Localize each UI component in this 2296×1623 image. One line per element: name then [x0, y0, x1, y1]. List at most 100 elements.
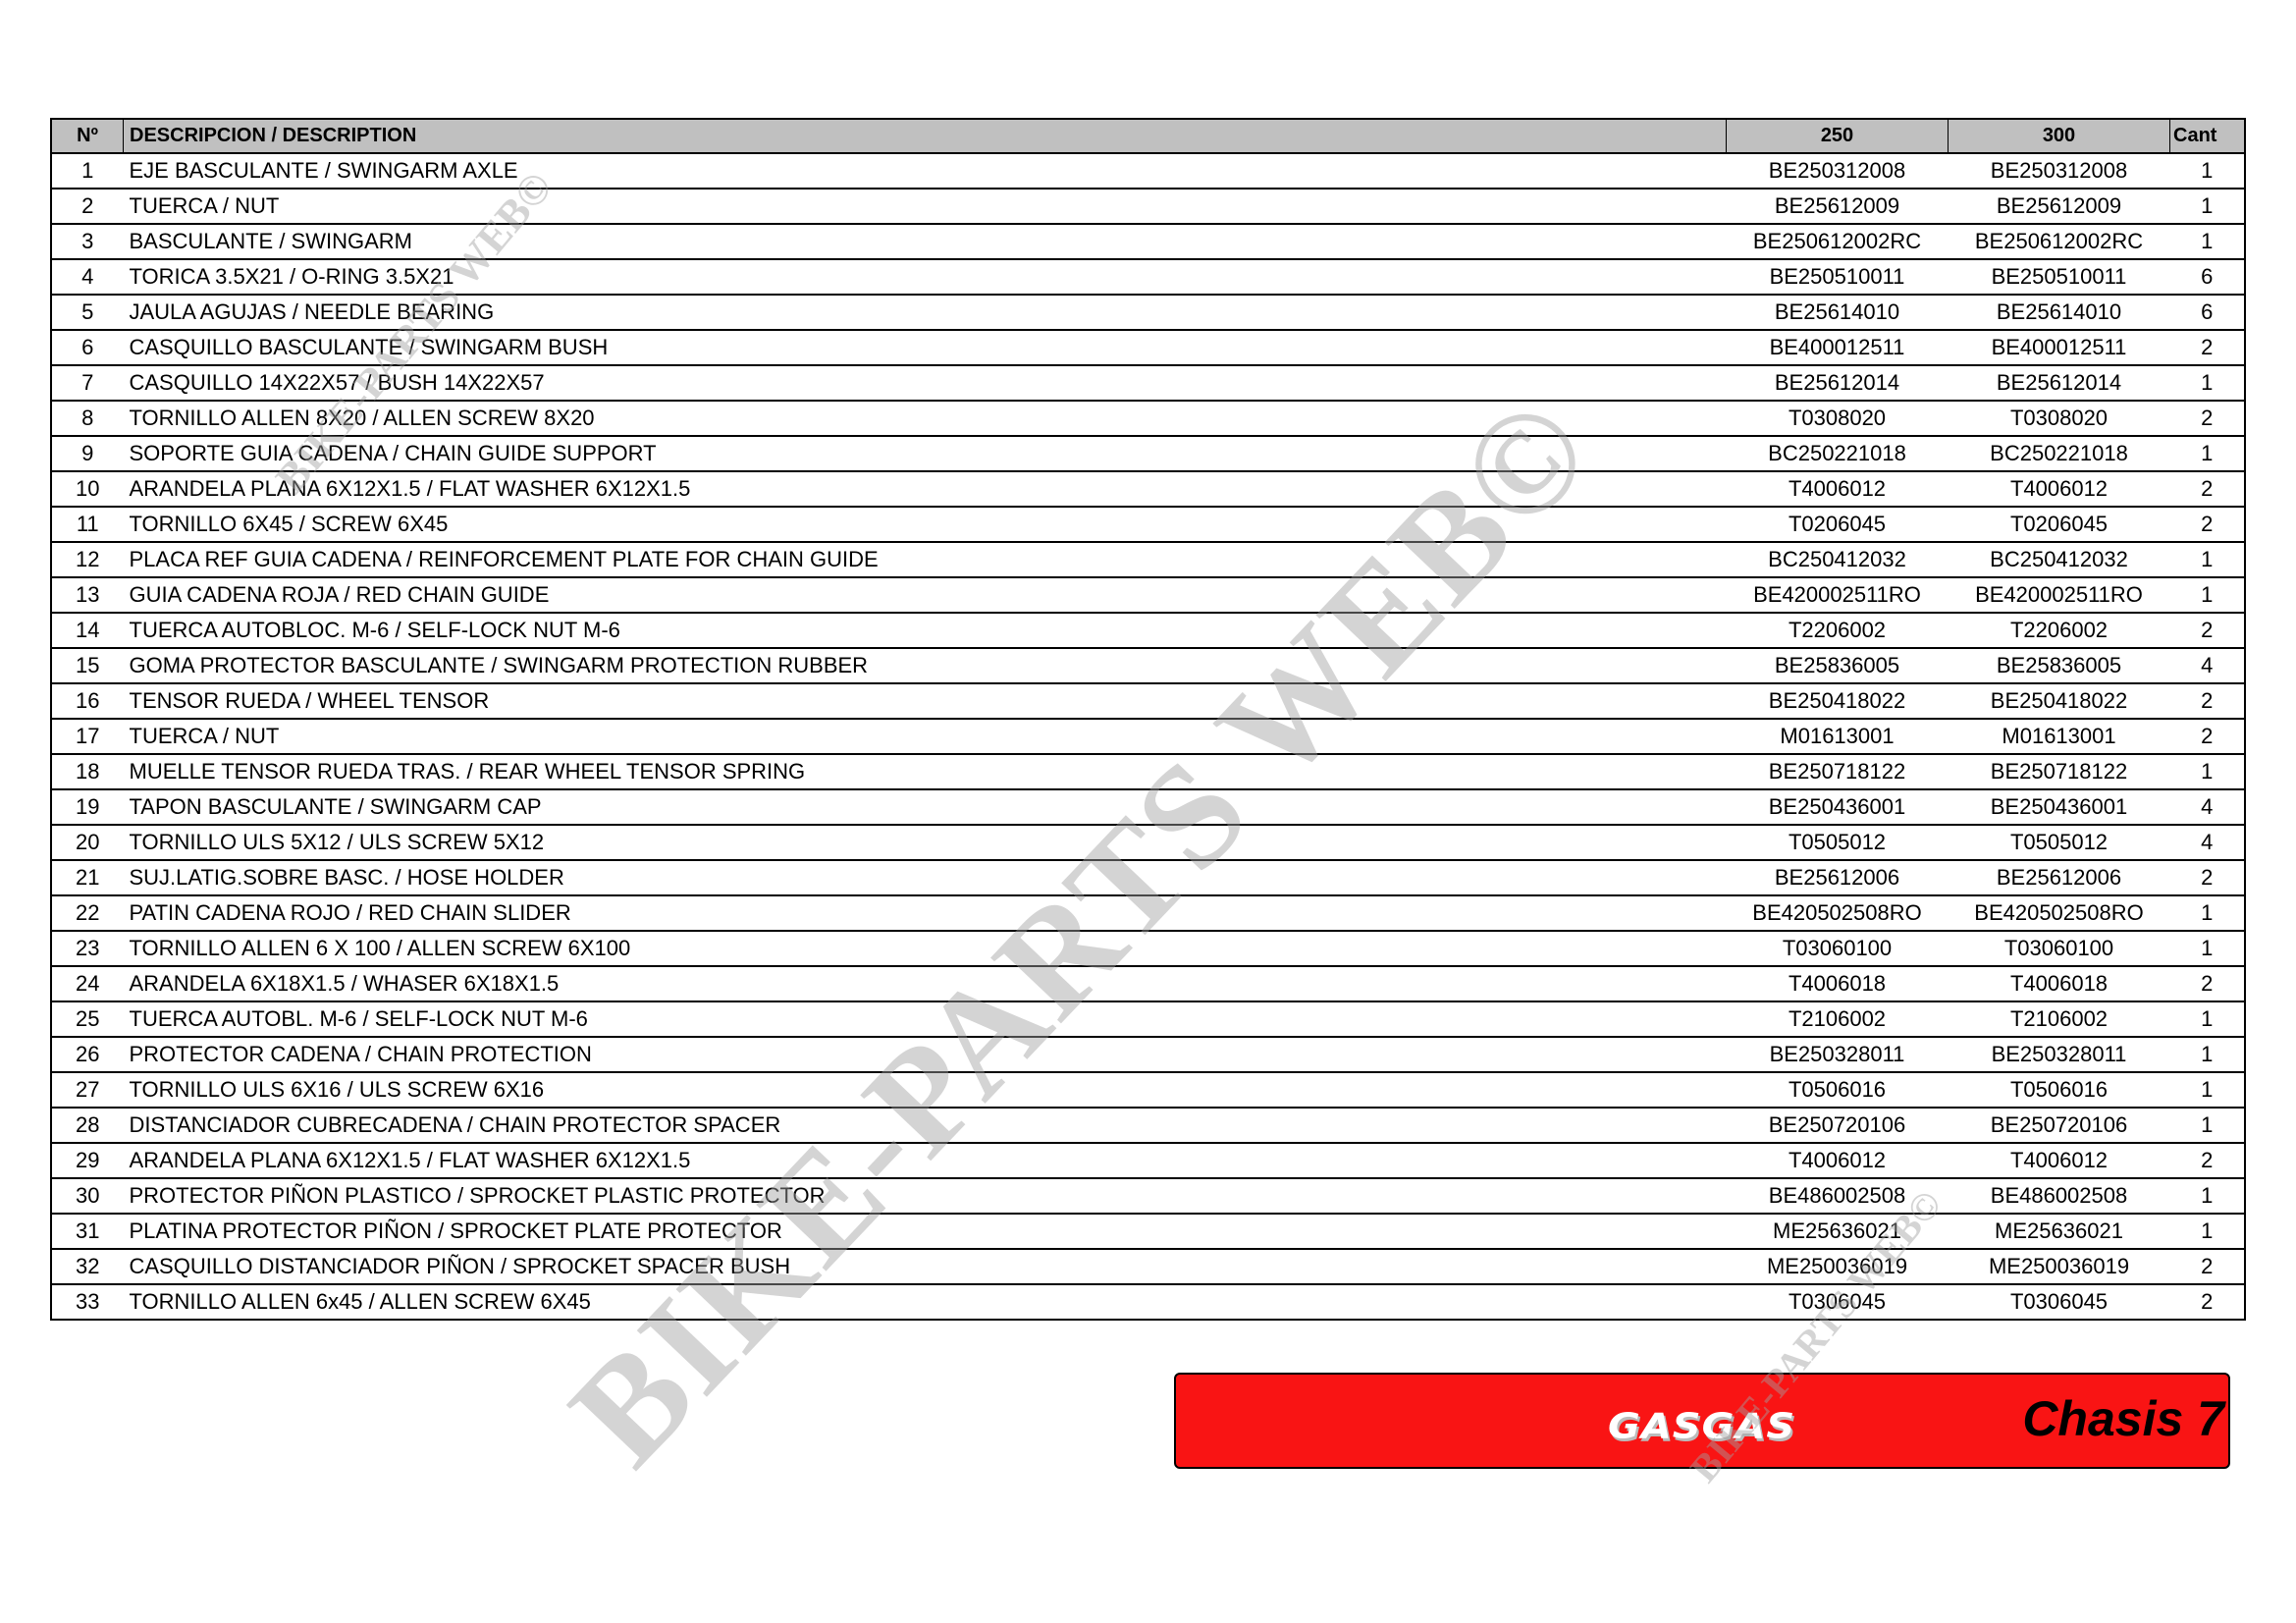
table-row: 7 CASQUILLO 14X22X57 / BUSH 14X22X57 BE256…: [51, 365, 2245, 402]
part-code-250: ME250036019: [1726, 1249, 1949, 1285]
table-row: 12 PLACA REF GUIA CADENA / REINFORCEMENT …: [51, 542, 2245, 578]
part-number-index: 32: [51, 1249, 124, 1285]
part-code-250: BE250418022: [1726, 683, 1949, 720]
part-description: PROTECTOR CADENA / CHAIN PROTECTION: [123, 1037, 1727, 1073]
part-code-250: BE250720106: [1726, 1108, 1949, 1144]
part-description: EJE BASCULANTE / SWINGARM AXLE: [123, 153, 1727, 189]
part-code-250: T2106002: [1726, 1001, 1949, 1038]
part-quantity: 1: [2169, 542, 2245, 578]
part-code-250: BE250312008: [1726, 153, 1949, 189]
table-row: 22 PATIN CADENA ROJO / RED CHAIN SLIDER BE…: [51, 895, 2245, 932]
part-number-index: 4: [51, 259, 124, 296]
part-description: TORNILLO ULS 5X12 / ULS SCREW 5X12: [123, 825, 1727, 861]
part-description: CASQUILLO 14X22X57 / BUSH 14X22X57: [123, 365, 1727, 402]
part-number-index: 9: [51, 436, 124, 472]
part-code-300: T4006012: [1948, 1143, 2170, 1179]
part-quantity: 2: [2169, 330, 2245, 366]
part-code-300: BE250312008: [1948, 153, 2170, 189]
part-quantity: 2: [2169, 683, 2245, 720]
table-row: 28 DISTANCIADOR CUBRECADENA / CHAIN PROTE…: [51, 1108, 2245, 1144]
part-quantity: 2: [2169, 966, 2245, 1002]
part-code-300: BE25612009: [1948, 189, 2170, 225]
part-code-250: T2206002: [1726, 613, 1949, 649]
part-code-250: ME25636021: [1726, 1214, 1949, 1250]
table-row: 21 SUJ.LATIG.SOBRE BASC. / HOSE HOLDER BE2…: [51, 860, 2245, 896]
part-code-250: T0306045: [1726, 1284, 1949, 1321]
part-code-250: T03060100: [1726, 931, 1949, 967]
part-number-index: 27: [51, 1072, 124, 1109]
part-code-250: BE250510011: [1726, 259, 1949, 296]
part-number-index: 23: [51, 931, 124, 967]
part-description: TORICA 3.5X21 / O-RING 3.5X21: [123, 259, 1727, 296]
table-row: 31 PLATINA PROTECTOR PIÑON / SPROCKET PLA…: [51, 1214, 2245, 1250]
part-code-300: ME25636021: [1948, 1214, 2170, 1250]
part-quantity: 2: [2169, 1249, 2245, 1285]
table-row: 20 TORNILLO ULS 5X12 / ULS SCREW 5X12 T050…: [51, 825, 2245, 861]
table-row: 3 BASCULANTE / SWINGARM BE250612002RC BE250…: [51, 224, 2245, 260]
part-description: MUELLE TENSOR RUEDA TRAS. / REAR WHEEL T…: [123, 754, 1727, 790]
part-code-250: M01613001: [1726, 719, 1949, 755]
header-300: 300: [1948, 119, 2170, 154]
part-code-300: T0308020: [1948, 401, 2170, 437]
part-code-300: BE25612014: [1948, 365, 2170, 402]
part-description: GOMA PROTECTOR BASCULANTE / SWINGARM PRO…: [123, 648, 1727, 684]
part-number-index: 25: [51, 1001, 124, 1038]
part-quantity: 1: [2169, 153, 2245, 189]
table-row: 16 TENSOR RUEDA / WHEEL TENSOR BE250418022…: [51, 683, 2245, 720]
part-description: PLACA REF GUIA CADENA / REINFORCEMENT PL…: [123, 542, 1727, 578]
header-quantity: Cant: [2169, 119, 2245, 154]
part-description: TUERCA AUTOBL. M-6 / SELF-LOCK NUT M-6: [123, 1001, 1727, 1038]
part-quantity: 1: [2169, 436, 2245, 472]
part-code-250: BE25836005: [1726, 648, 1949, 684]
part-code-300: T4006018: [1948, 966, 2170, 1002]
part-quantity: 4: [2169, 825, 2245, 861]
part-quantity: 2: [2169, 1143, 2245, 1179]
table-row: 19 TAPON BASCULANTE / SWINGARM CAP BE25043…: [51, 789, 2245, 826]
part-code-250: BE250612002RC: [1726, 224, 1949, 260]
parts-table: Nº DESCRIPCION / DESCRIPTION 250 300 Can…: [50, 118, 2246, 1321]
part-code-250: BE420002511RO: [1726, 577, 1949, 614]
part-description: TORNILLO ULS 6X16 / ULS SCREW 6X16: [123, 1072, 1727, 1109]
part-quantity: 1: [2169, 224, 2245, 260]
part-description: BASCULANTE / SWINGARM: [123, 224, 1727, 260]
part-description: GUIA CADENA ROJA / RED CHAIN GUIDE: [123, 577, 1727, 614]
part-description: CASQUILLO DISTANCIADOR PIÑON / SPROCKET …: [123, 1249, 1727, 1285]
part-code-300: T0505012: [1948, 825, 2170, 861]
table-row: 25 TUERCA AUTOBL. M-6 / SELF-LOCK NUT M-6…: [51, 1001, 2245, 1038]
part-quantity: 1: [2169, 931, 2245, 967]
part-quantity: 2: [2169, 613, 2245, 649]
part-quantity: 1: [2169, 1037, 2245, 1073]
part-code-250: BE25612009: [1726, 189, 1949, 225]
part-code-300: T4006012: [1948, 471, 2170, 508]
part-code-300: BE250718122: [1948, 754, 2170, 790]
part-description: PATIN CADENA ROJO / RED CHAIN SLIDER: [123, 895, 1727, 932]
table-row: 27 TORNILLO ULS 6X16 / ULS SCREW 6X16 T050…: [51, 1072, 2245, 1109]
part-number-index: 8: [51, 401, 124, 437]
part-description: JAULA AGUJAS / NEEDLE BEARING: [123, 295, 1727, 331]
part-number-index: 7: [51, 365, 124, 402]
part-number-index: 21: [51, 860, 124, 896]
part-code-300: ME250036019: [1948, 1249, 2170, 1285]
table-row: 17 TUERCA / NUT M01613001 M01613001 2: [51, 719, 2245, 755]
part-code-300: BC250221018: [1948, 436, 2170, 472]
part-code-250: BE400012511: [1726, 330, 1949, 366]
part-number-index: 18: [51, 754, 124, 790]
part-code-300: T2206002: [1948, 613, 2170, 649]
part-number-index: 2: [51, 189, 124, 225]
part-code-250: T0206045: [1726, 507, 1949, 543]
part-code-300: T0506016: [1948, 1072, 2170, 1109]
part-number-index: 16: [51, 683, 124, 720]
part-code-250: T0506016: [1726, 1072, 1949, 1109]
part-code-250: T0505012: [1726, 825, 1949, 861]
table-row: 29 ARANDELA PLANA 6X12X1.5 / FLAT WASHER …: [51, 1143, 2245, 1179]
part-quantity: 1: [2169, 754, 2245, 790]
part-number-index: 15: [51, 648, 124, 684]
part-number-index: 22: [51, 895, 124, 932]
part-code-300: BE250612002RC: [1948, 224, 2170, 260]
part-number-index: 31: [51, 1214, 124, 1250]
part-description: SUJ.LATIG.SOBRE BASC. / HOSE HOLDER: [123, 860, 1727, 896]
part-quantity: 1: [2169, 895, 2245, 932]
part-number-index: 13: [51, 577, 124, 614]
part-code-300: BE400012511: [1948, 330, 2170, 366]
part-code-250: BC250412032: [1726, 542, 1949, 578]
